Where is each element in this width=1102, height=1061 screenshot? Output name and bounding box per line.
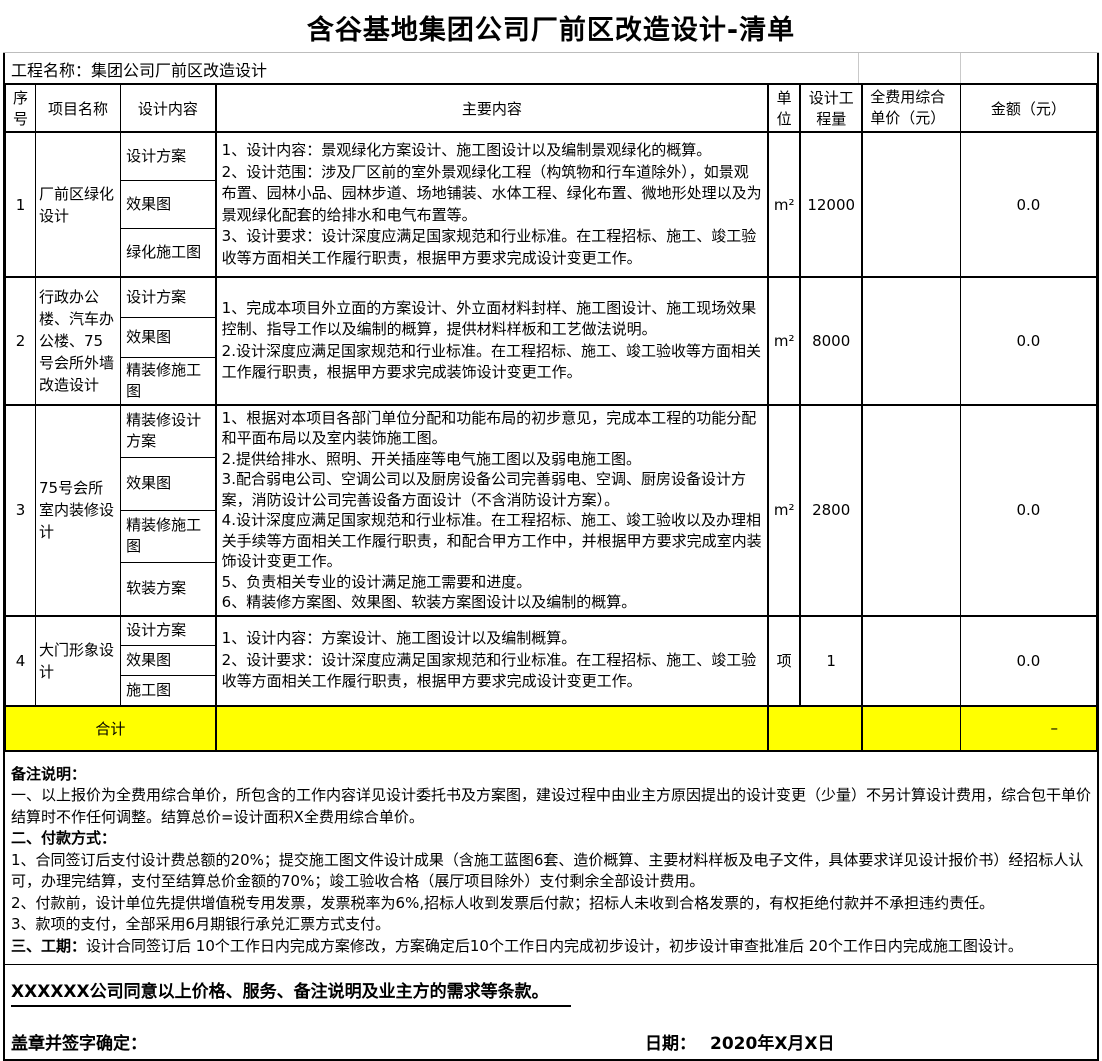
total-amount: – bbox=[959, 704, 1098, 752]
cell-design-item: 软装方案 bbox=[120, 562, 217, 616]
cell-unit-price bbox=[861, 131, 961, 278]
cell-design-item: 设计方案 bbox=[120, 276, 217, 318]
cell-content: 1、设计内容：景观绿化方案设计、施工图设计以及编制景观绿化的概算。 2、设计范围… bbox=[214, 131, 769, 278]
cell-unit-price bbox=[861, 403, 961, 616]
cell-project: 大门形象设计 bbox=[35, 614, 122, 706]
table-subrow: 绿化施工图 bbox=[6, 227, 1097, 278]
header-no: 序号 bbox=[4, 83, 37, 133]
seal-signature-label: 盖章并签字确定： bbox=[11, 1033, 147, 1054]
cell-no: 1 bbox=[4, 131, 37, 278]
table-subrow: 精装修施工图 bbox=[6, 509, 1097, 564]
project-name-row: 工程名称：集团公司厂前区改造设计 bbox=[5, 53, 1097, 83]
notes-schedule-heading: 三、工期： bbox=[11, 936, 87, 955]
design-items-table: 序号 项目名称 设计内容 主要内容 单位 设计工程量 全费用综合单价（元） 金额… bbox=[4, 83, 1098, 752]
header-design: 设计内容 bbox=[120, 83, 217, 133]
table-row: 4 大门形象设计 设计方案 1、设计内容：方案设计、施工图设计以及编制概算。 2… bbox=[4, 614, 1098, 706]
notes-heading: 备注说明： bbox=[11, 764, 87, 783]
cell-design-item: 设计方案 bbox=[120, 614, 217, 646]
notes-payment-1: 1、合同签订后支付设计费总额的20%；提交施工图文件设计成果（含施工蓝图6套、造… bbox=[11, 850, 1084, 891]
table-row: 2 行政办公楼、汽车办公楼、75号会所外墙改造设计 设计方案 1、完成本项目外立… bbox=[4, 276, 1098, 405]
cell-unit: m² bbox=[767, 276, 801, 405]
signature-section: XXXXXX公司同意以上价格、服务、备注说明及业主方的需求等条款。 盖章并签字确… bbox=[5, 963, 1097, 1059]
cell-content: 1、完成本项目外立面的方案设计、外立面材料封样、施工图设计、施工现场效果控制、指… bbox=[214, 276, 769, 405]
total-row: 合计 – bbox=[4, 704, 1098, 752]
cell-design-item: 效果图 bbox=[120, 456, 217, 511]
agreement-statement: XXXXXX公司同意以上价格、服务、备注说明及业主方的需求等条款。 bbox=[11, 977, 571, 1007]
header-project: 项目名称 bbox=[35, 83, 122, 133]
cell-no: 4 bbox=[4, 614, 37, 706]
cell-unit: 项 bbox=[767, 614, 801, 706]
cell-design-item: 精装修施工图 bbox=[120, 509, 217, 564]
gridline bbox=[858, 53, 859, 83]
cell-design-item: 绿化施工图 bbox=[120, 227, 217, 278]
total-unit-price-cell bbox=[861, 704, 961, 752]
project-name-text: 工程名称：集团公司厂前区改造设计 bbox=[11, 61, 268, 80]
notes-payment-2: 2、付款前，设计单位先提供增值税专用发票，发票税率为6%,招标人收到发票后付款；… bbox=[11, 893, 995, 912]
date-value: 2020年X月X日 bbox=[710, 1033, 835, 1054]
page-title: 含谷基地集团公司厂前区改造设计-清单 bbox=[306, 15, 796, 46]
cell-design-item: 施工图 bbox=[120, 675, 217, 706]
sign-line: 盖章并签字确定： 日期： 2020年X月X日 bbox=[11, 1029, 1091, 1054]
cell-quantity: 2800 bbox=[799, 403, 863, 616]
quotation-sheet: 含谷基地集团公司厂前区改造设计-清单 工程名称：集团公司厂前区改造设计 序号 项… bbox=[3, 3, 1099, 1061]
notes-payment-3: 3、款项的支付，全部采用6月期银行承兑汇票方式支付。 bbox=[11, 915, 391, 933]
table-subrow: 效果图 bbox=[6, 179, 1097, 229]
cell-unit-price bbox=[861, 614, 961, 706]
cell-design-item: 精装修施工图 bbox=[120, 356, 217, 405]
table-subrow: 效果图 bbox=[6, 645, 1097, 676]
header-unit: 单位 bbox=[767, 83, 801, 133]
title-block: 含谷基地集团公司厂前区改造设计-清单 bbox=[3, 3, 1099, 53]
table-subrow: 效果图 bbox=[6, 316, 1097, 358]
cell-unit: m² bbox=[767, 131, 801, 278]
notes-payment-heading: 二、付款方式： bbox=[11, 829, 117, 847]
cell-amount: 0.0 bbox=[959, 276, 1098, 405]
table-header-row: 序号 项目名称 设计内容 主要内容 单位 设计工程量 全费用综合单价（元） 金额… bbox=[4, 83, 1098, 133]
cell-quantity: 1 bbox=[799, 614, 863, 706]
table-row: 1 厂前区绿化设计 设计方案 1、设计内容：景观绿化方案设计、施工图设计以及编制… bbox=[4, 131, 1098, 278]
cell-no: 2 bbox=[4, 276, 37, 405]
notes-schedule-line: 三、工期：设计合同签订后 10个工作日内完成方案修改，方案确定后10个工作日内完… bbox=[11, 936, 1091, 958]
notes-section: 备注说明： 一、以上报价为全费用综合单价，所包含的工作内容详见设计委托书及方案图… bbox=[5, 752, 1097, 964]
cell-amount: 0.0 bbox=[959, 131, 1098, 278]
header-quantity: 设计工程量 bbox=[799, 83, 863, 133]
total-unit-quantity-cell bbox=[767, 704, 863, 752]
document-frame: 工程名称：集团公司厂前区改造设计 序号 项目名称 设计内容 主要内容 单位 设计… bbox=[3, 53, 1099, 1061]
table-subrow: 精装修施工图 bbox=[6, 356, 1097, 405]
notes-line-pricing: 一、以上报价为全费用综合单价，所包含的工作内容详见设计委托书及方案图，建设过程中… bbox=[11, 786, 1092, 826]
total-label: 合计 bbox=[4, 704, 217, 752]
cell-design-item: 设计方案 bbox=[120, 131, 217, 181]
cell-design-item: 效果图 bbox=[120, 645, 217, 676]
cell-design-item: 精装修设计方案 bbox=[120, 403, 217, 458]
header-amount: 金额（元） bbox=[959, 83, 1098, 133]
cell-design-item: 效果图 bbox=[120, 179, 217, 229]
cell-design-item: 效果图 bbox=[120, 316, 217, 358]
cell-project: 行政办公楼、汽车办公楼、75号会所外墙改造设计 bbox=[35, 276, 122, 405]
cell-content: 1、设计内容：方案设计、施工图设计以及编制概算。 2、设计要求：设计深度应满足国… bbox=[214, 614, 769, 706]
table-subrow: 效果图 bbox=[6, 456, 1097, 511]
cell-project: 厂前区绿化设计 bbox=[35, 131, 122, 278]
date-label: 日期： bbox=[645, 1033, 696, 1054]
total-content-cell bbox=[214, 704, 769, 752]
cell-project: 75号会所室内装修设计 bbox=[35, 403, 122, 616]
cell-amount: 0.0 bbox=[959, 403, 1098, 616]
gridline bbox=[960, 53, 961, 83]
header-unit-price: 全费用综合单价（元） bbox=[861, 83, 961, 133]
cell-no: 3 bbox=[4, 403, 37, 616]
table-subrow: 软装方案 bbox=[6, 562, 1097, 616]
cell-quantity: 12000 bbox=[799, 131, 863, 278]
notes-schedule-text: 设计合同签订后 10个工作日内完成方案修改，方案确定后10个工作日内完成初步设计… bbox=[86, 936, 1023, 955]
cell-unit: m² bbox=[767, 403, 801, 616]
cell-content: 1、根据对本项目各部门单位分配和功能布局的初步意见，完成本工程的功能分配和平面布… bbox=[214, 403, 769, 616]
cell-unit-price bbox=[861, 276, 961, 405]
table-row: 3 75号会所室内装修设计 精装修设计方案 1、根据对本项目各部门单位分配和功能… bbox=[4, 403, 1098, 616]
header-content: 主要内容 bbox=[214, 83, 769, 133]
cell-quantity: 8000 bbox=[799, 276, 863, 405]
cell-amount: 0.0 bbox=[959, 614, 1098, 706]
